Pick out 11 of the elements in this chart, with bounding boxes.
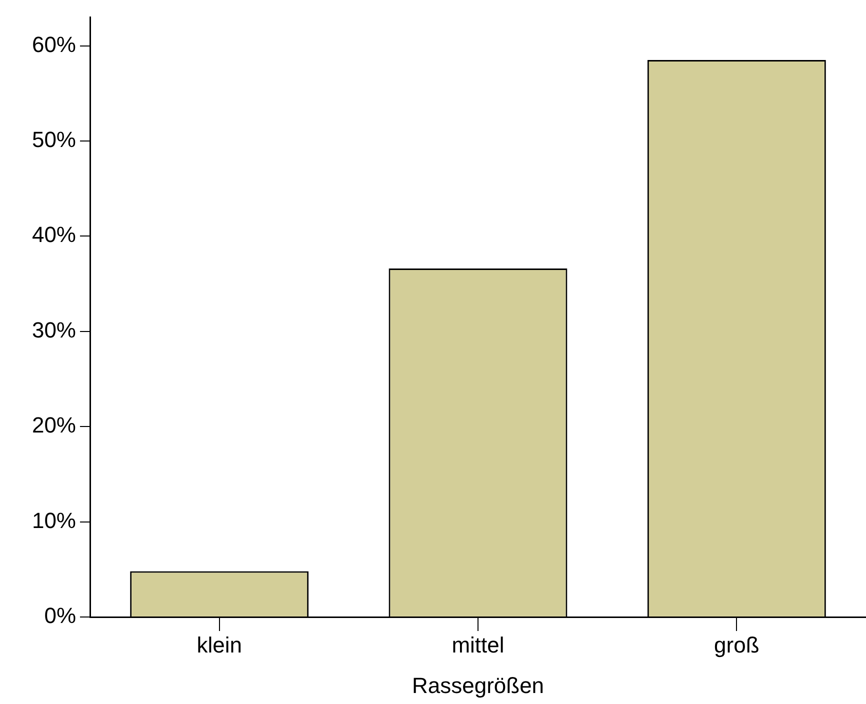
y-tick-label: 40% [32, 222, 76, 248]
x-tick-label: klein [196, 632, 242, 658]
x-tick-label: mittel [452, 632, 504, 658]
y-tick-label: 20% [32, 412, 76, 438]
y-tick-label: 10% [32, 508, 76, 533]
y-tick-label: 60% [32, 32, 76, 57]
x-axis-title: Rassegrößen [412, 672, 544, 698]
y-tick-label: 0% [44, 603, 76, 628]
x-tick-label: groß [714, 632, 760, 658]
y-tick-label: 30% [32, 317, 76, 342]
y-tick-label: 50% [32, 127, 76, 152]
